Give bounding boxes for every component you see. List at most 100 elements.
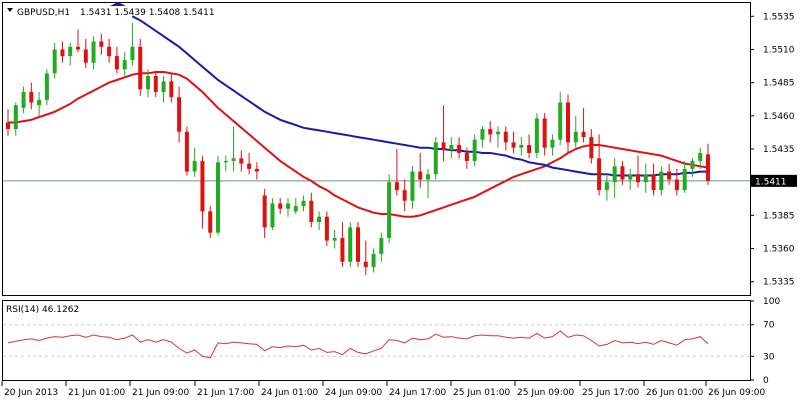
candle-body: [612, 166, 617, 183]
candlestick: [636, 155, 640, 188]
candle-body: [21, 91, 26, 108]
chart-symbol: GBPUSD,H1: [17, 8, 70, 18]
candlestick: [29, 82, 34, 110]
candlestick: [293, 198, 298, 215]
candle-body: [262, 195, 267, 228]
candle-body: [278, 203, 283, 209]
candlestick: [177, 86, 182, 143]
candle-body: [698, 152, 703, 161]
candle-body: [449, 145, 454, 151]
candle-body: [286, 203, 290, 209]
candle-body: [488, 129, 493, 135]
candlestick: [169, 73, 174, 103]
candlestick: [464, 147, 469, 169]
candle-body: [480, 129, 485, 140]
candlestick: [138, 38, 143, 96]
candle-body: [99, 41, 104, 47]
candle-body: [216, 162, 220, 233]
candle-body: [496, 131, 500, 135]
candle-body: [519, 145, 524, 148]
candle-body: [379, 237, 384, 254]
candlestick: [247, 152, 252, 175]
candlestick: [573, 115, 578, 148]
candle-body: [254, 168, 259, 172]
candle-body: [604, 182, 609, 191]
rsi-series: [7, 330, 709, 359]
candlestick: [13, 102, 18, 136]
candlestick: [659, 166, 664, 196]
candle-body: [270, 203, 275, 228]
candlestick: [324, 211, 329, 246]
candlestick: [511, 131, 516, 153]
candlestick: [231, 126, 236, 172]
chart-shift-triangle-icon[interactable]: [110, 2, 126, 6]
candlestick: [192, 147, 197, 177]
candle-body: [309, 200, 314, 222]
candle-body: [332, 237, 337, 241]
candlestick: [674, 168, 679, 196]
candlestick: [589, 129, 594, 164]
xtick-label: 21 Jun 17:00: [197, 388, 254, 398]
candlestick: [706, 143, 710, 185]
candle-body: [122, 60, 127, 70]
candlestick: [348, 222, 353, 268]
candle-body: [566, 102, 570, 143]
price-ytick-label: 1.5460: [763, 112, 795, 122]
candlestick: [278, 198, 283, 215]
candlestick: [317, 211, 322, 230]
candlestick: [651, 163, 656, 196]
candle-body: [651, 174, 656, 191]
candle-body: [511, 142, 516, 148]
candle-body: [558, 102, 563, 140]
candle-body: [107, 46, 112, 57]
candle-body: [643, 174, 648, 183]
price-ytick-label: 1.5435: [763, 145, 795, 155]
candlestick: [68, 42, 73, 66]
candle-body: [674, 179, 679, 191]
price-ytick-label: 1.5360: [763, 245, 795, 255]
candlestick: [340, 222, 345, 268]
candlestick: [604, 174, 609, 201]
rsi-header: RSI(14) 46.1262: [6, 305, 79, 315]
xtick-label: 25 Jun 17:00: [582, 388, 639, 398]
time-axis: 20 Jun 2013 21 Jun 01:00 21 Jun 09:00 21 Ju…: [1, 381, 765, 398]
candle-body: [324, 216, 329, 241]
candlestick: [262, 188, 267, 238]
candlestick: [254, 162, 259, 180]
candlestick: [628, 168, 633, 191]
candlestick: [223, 155, 228, 172]
candle-body: [418, 171, 423, 180]
candlestick: [387, 174, 392, 244]
candlestick: [534, 113, 539, 159]
rsi-ytick-label: 70: [763, 321, 775, 331]
candlestick: [519, 137, 524, 156]
candle-body: [52, 49, 57, 74]
candlestick: [356, 222, 360, 268]
candlestick: [402, 179, 407, 212]
candle-body: [44, 73, 49, 100]
xtick-label: 21 Jun 01:00: [68, 388, 125, 398]
candlestick: [286, 198, 290, 217]
candlestick: [270, 198, 275, 230]
candlestick: [394, 149, 399, 196]
candlestick: [597, 134, 602, 196]
candle-body: [534, 118, 539, 153]
dropdown-triangle-icon[interactable]: [7, 8, 13, 12]
candlestick: [426, 168, 430, 199]
price-ytick-label: 1.5535: [763, 12, 795, 22]
candle-body: [371, 253, 376, 268]
candle-body: [76, 46, 80, 50]
candle-body: [13, 105, 18, 130]
candle-body: [83, 49, 88, 63]
candle-body: [161, 81, 166, 92]
candle-body: [464, 152, 469, 161]
candlestick: [441, 105, 446, 161]
candlestick: [122, 52, 127, 76]
candle-body: [597, 158, 602, 191]
candlestick: [44, 69, 49, 106]
candle-body: [387, 182, 392, 238]
candlestick: [184, 126, 189, 176]
candlestick: [208, 206, 213, 238]
candlestick: [566, 94, 570, 153]
